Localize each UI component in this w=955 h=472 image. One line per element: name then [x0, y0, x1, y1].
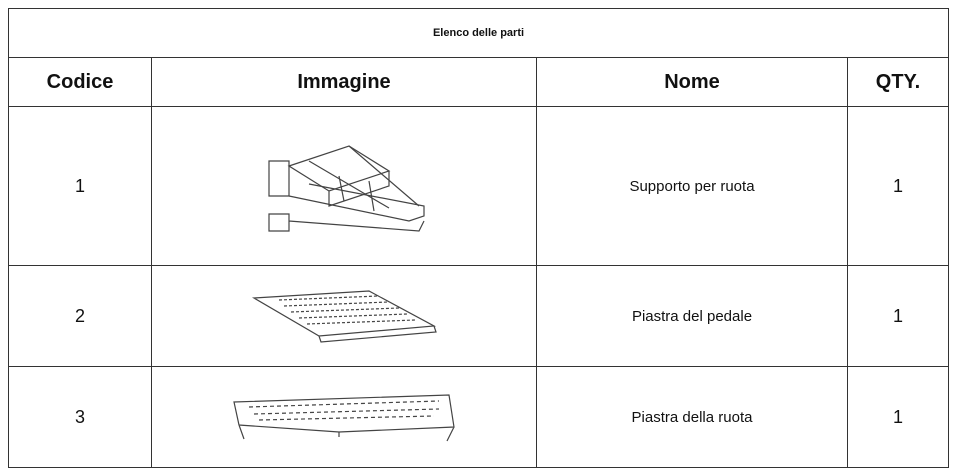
code-cell: 3: [8, 366, 152, 468]
wheel-stand-image: [268, 145, 425, 232]
pedal-plate-image: [251, 290, 437, 343]
header-cell: Immagine: [151, 57, 537, 107]
qty-cell: 1: [846, 106, 950, 266]
name-cell: Piastra del pedale: [536, 265, 848, 367]
qty-cell: 1: [846, 265, 950, 367]
header-cell: Nome: [536, 57, 848, 107]
image-cell: [151, 106, 537, 266]
qty-cell: 1: [846, 366, 950, 468]
code-cell: 1: [8, 106, 152, 266]
header-cell: QTY.: [846, 57, 950, 107]
header-cell: Codice: [8, 57, 152, 107]
name-cell: Piastra della ruota: [536, 366, 848, 468]
code-cell: 2: [8, 265, 152, 367]
parts-table: Elenco delle parti Codice Immagine Nome …: [7, 8, 950, 468]
image-cell: [151, 265, 537, 367]
image-cell: [151, 366, 537, 468]
name-cell: Supporto per ruota: [536, 106, 848, 266]
wheel-plate-image: [233, 394, 455, 442]
table-title: Elenco delle parti: [7, 8, 950, 58]
